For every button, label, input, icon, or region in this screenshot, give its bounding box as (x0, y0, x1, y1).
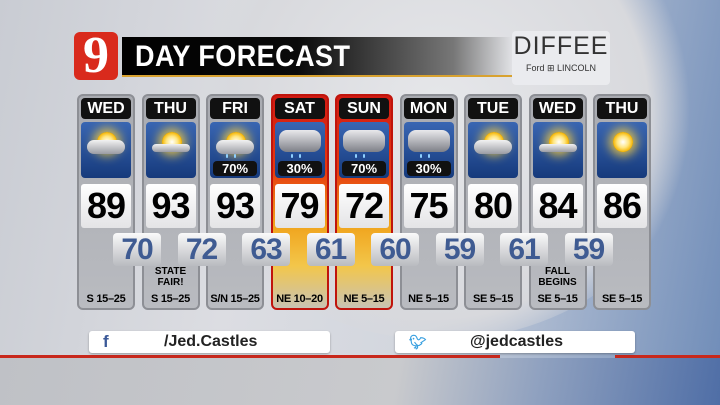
low-temp: 61 (500, 233, 548, 266)
low-temp: 63 (242, 233, 290, 266)
day-column: THU 93 STATE FAIR! S 15–25 (141, 94, 200, 310)
high-temp: 79 (274, 184, 325, 228)
rain-drop (419, 154, 422, 158)
precip-chance: 30% (406, 161, 451, 176)
high-temp: 93 (145, 184, 196, 228)
day-label: SAT (274, 98, 325, 119)
day-label: FRI (210, 98, 260, 119)
rain-drop (355, 154, 357, 158)
day-column: MON 30% 75 NE 5–15 (399, 94, 458, 310)
twitter-bird-icon: 🐦︎ (409, 334, 427, 350)
high-temp: 75 (403, 184, 454, 228)
divider-line (615, 355, 720, 358)
cloud-shape (407, 130, 450, 152)
sun-shape (613, 132, 633, 152)
rain-drop (234, 154, 236, 158)
high-temp: 93 (210, 184, 260, 228)
wind-forecast: S 15–25 (151, 293, 190, 305)
facebook-handle-text: /Jed.Castles (164, 333, 258, 350)
cloud-shape (216, 140, 254, 154)
low-temp: 60 (371, 233, 419, 266)
low-temp: 70 (113, 233, 161, 266)
wind-forecast: S 15–25 (86, 293, 126, 305)
rain-drop (363, 154, 365, 158)
day-note: FALL BEGINS (538, 266, 577, 288)
wind-forecast: NE 5–15 (343, 293, 385, 305)
rain-drop (290, 154, 293, 158)
day-label: THU (597, 98, 647, 119)
sun-storm-icon: 70% (210, 122, 260, 178)
rain-drop (427, 154, 430, 158)
day-column: SUN 70% 72 NE 5–15 (335, 94, 393, 310)
divider-line (0, 355, 500, 358)
high-temp: 80 (468, 184, 518, 228)
cloud-shape (151, 144, 190, 152)
sponsor-logo: DIFFEE Ford ⊞ LINCOLN (512, 31, 610, 85)
twitter-handle[interactable]: 🐦︎ @jedcastles (395, 331, 635, 353)
cloud-shape (538, 144, 577, 152)
sponsor-brands: Ford ⊞ LINCOLN (525, 63, 597, 73)
page-title: DAY FORECAST (135, 40, 351, 73)
day-column: WED 84 FALL BEGINS SE 5–15 (528, 94, 587, 310)
background-sky (0, 358, 720, 405)
day-column: WED 89 S 15–25 (77, 94, 135, 310)
news9-logo: 9 (74, 30, 118, 82)
day-label: SUN (339, 98, 389, 119)
rain-drop (226, 154, 228, 158)
sponsor-name: DIFFEE (513, 32, 609, 60)
low-temp: 61 (306, 233, 355, 266)
rain-drop (298, 154, 301, 158)
day-label: WED (81, 98, 131, 119)
cloudy-rain-icon: 30% (403, 122, 454, 178)
wind-forecast: SE 5–15 (537, 293, 578, 305)
cloud-shape (278, 130, 321, 152)
day-column: SAT 30% 79 NE 10–20 (270, 94, 329, 310)
mostly-sunny-icon (532, 122, 583, 178)
twitter-handle-text: @jedcastles (470, 333, 563, 350)
partly-sunny-icon (81, 122, 131, 178)
low-temp: 72 (177, 233, 226, 266)
low-temp: 59 (435, 233, 484, 266)
cloud-shape (343, 130, 385, 152)
day-label: WED (532, 98, 583, 119)
wind-forecast: SE 5–15 (601, 293, 643, 305)
cloud-shape (474, 140, 512, 154)
precip-chance: 30% (277, 161, 322, 176)
partly-sunny-icon (468, 122, 518, 178)
low-temp: 59 (564, 233, 613, 266)
high-temp: 89 (81, 184, 131, 228)
wind-forecast: S/N 15–25 (210, 293, 260, 305)
cloudy-storm-icon: 70% (339, 122, 389, 178)
day-column: FRI 70% 93 S/N 15–25 (206, 94, 264, 310)
day-note: STATE FAIR! (154, 266, 187, 288)
wind-forecast: SE 5–15 (472, 293, 514, 305)
facebook-handle[interactable]: f /Jed.Castles (89, 331, 330, 353)
precip-chance: 70% (213, 161, 257, 176)
high-temp: 72 (339, 184, 389, 228)
title-bar (122, 37, 512, 77)
mostly-sunny-icon (145, 122, 196, 178)
cloudy-storm-icon: 30% (274, 122, 325, 178)
high-temp: 84 (532, 184, 583, 228)
precip-chance: 70% (342, 161, 386, 176)
day-label: MON (403, 98, 454, 119)
day-label: TUE (468, 98, 518, 119)
day-column: THU 86 SE 5–15 (593, 94, 651, 310)
sunny-icon (597, 122, 647, 178)
day-label: THU (145, 98, 196, 119)
day-column: TUE 80 SE 5–15 (464, 94, 522, 310)
wind-forecast: NE 10–20 (276, 293, 323, 305)
high-temp: 86 (597, 184, 647, 228)
cloud-shape (87, 140, 125, 154)
wind-forecast: NE 5–15 (408, 293, 449, 305)
facebook-icon: f (103, 332, 109, 351)
